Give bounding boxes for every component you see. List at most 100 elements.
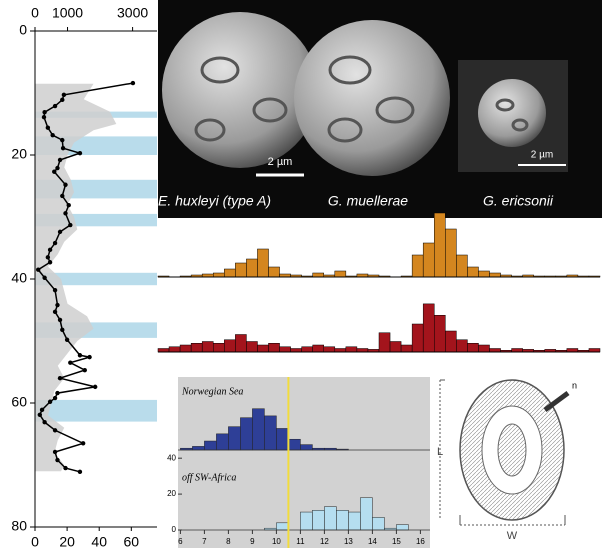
legend-label: Norwegian Sea [181, 386, 243, 397]
scale-label: 2 µm [531, 150, 553, 161]
x-tick-label: 16 [416, 537, 425, 546]
bar [456, 254, 468, 278]
bar [246, 258, 258, 278]
y-tick-label: 40 [11, 270, 27, 286]
point [52, 169, 57, 174]
bar [445, 228, 457, 278]
y-tick-label: 0 [19, 22, 27, 38]
bar [246, 341, 258, 353]
bar [489, 272, 501, 278]
point [52, 395, 58, 401]
bar [157, 348, 170, 353]
point [55, 390, 60, 396]
x-tick-label: 6 [178, 537, 183, 546]
point [60, 137, 65, 143]
bar [422, 303, 435, 353]
point [82, 367, 87, 373]
bar [434, 212, 446, 278]
bar [422, 242, 435, 278]
point [57, 376, 63, 381]
x-tick-label: 0 [31, 534, 39, 550]
y-tick-label: 0 [172, 525, 177, 534]
bar [288, 438, 301, 451]
point [47, 399, 53, 404]
point [36, 267, 41, 272]
bar [411, 323, 424, 353]
point [55, 165, 60, 171]
coccosphere [294, 20, 450, 176]
bar [348, 511, 361, 531]
bar [324, 506, 337, 531]
bar [216, 433, 229, 451]
bar [235, 334, 247, 353]
x2-tick-label: 3000 [117, 5, 148, 21]
point [47, 260, 53, 265]
scale-label: 2 µm [268, 156, 293, 168]
point [52, 449, 58, 455]
coccosphere [478, 79, 546, 147]
bar [257, 344, 269, 353]
x-tick-label: 7 [202, 537, 207, 546]
x2-tick-label: 1000 [52, 5, 83, 21]
point [42, 110, 47, 115]
point [52, 309, 58, 315]
bar [389, 341, 402, 353]
diagram-label: n [572, 380, 577, 390]
point [63, 211, 68, 216]
x-tick-label: 15 [392, 537, 401, 546]
bar [588, 348, 601, 353]
bar [345, 346, 358, 353]
point [64, 337, 70, 342]
bar [312, 272, 325, 278]
x-tick-label: 10 [272, 537, 281, 546]
bar [213, 343, 225, 353]
bar [467, 266, 479, 278]
point [60, 327, 65, 333]
point [77, 353, 83, 358]
point [47, 247, 53, 253]
x-tick-label: 11 [296, 537, 305, 546]
bar [312, 344, 325, 353]
point [52, 428, 58, 433]
coccolith-diagram [439, 379, 570, 526]
x-tick-label: 60 [124, 534, 140, 550]
point [60, 97, 65, 103]
bar [300, 444, 313, 451]
y-tick-label: 60 [11, 394, 27, 410]
bar [478, 270, 490, 278]
y-tick-label: 40 [167, 453, 176, 462]
point [63, 465, 68, 471]
point [57, 229, 63, 235]
bar [336, 510, 349, 531]
point [42, 420, 47, 425]
x-tick-label: 8 [226, 537, 231, 546]
bar [456, 339, 468, 353]
point [66, 203, 71, 208]
point [57, 157, 63, 163]
point [68, 222, 73, 228]
point [52, 240, 58, 246]
bar [204, 440, 217, 451]
point [87, 354, 92, 360]
bar [240, 417, 253, 451]
bar [300, 511, 313, 531]
y-tick-label: 80 [11, 518, 27, 534]
y-tick-label: 20 [167, 489, 176, 498]
x-tick-label: 40 [91, 534, 107, 550]
bar [235, 262, 247, 278]
bar [192, 446, 205, 451]
point [63, 182, 68, 187]
bar [290, 348, 302, 353]
bar [168, 346, 181, 353]
bar [252, 408, 265, 451]
point [61, 92, 67, 98]
bar [334, 270, 347, 278]
bar [312, 510, 325, 531]
point [60, 145, 66, 151]
x-tick-label: 9 [250, 537, 255, 546]
point [68, 360, 73, 365]
point [77, 150, 83, 156]
point [55, 302, 60, 308]
point [45, 255, 51, 260]
point [57, 317, 63, 323]
